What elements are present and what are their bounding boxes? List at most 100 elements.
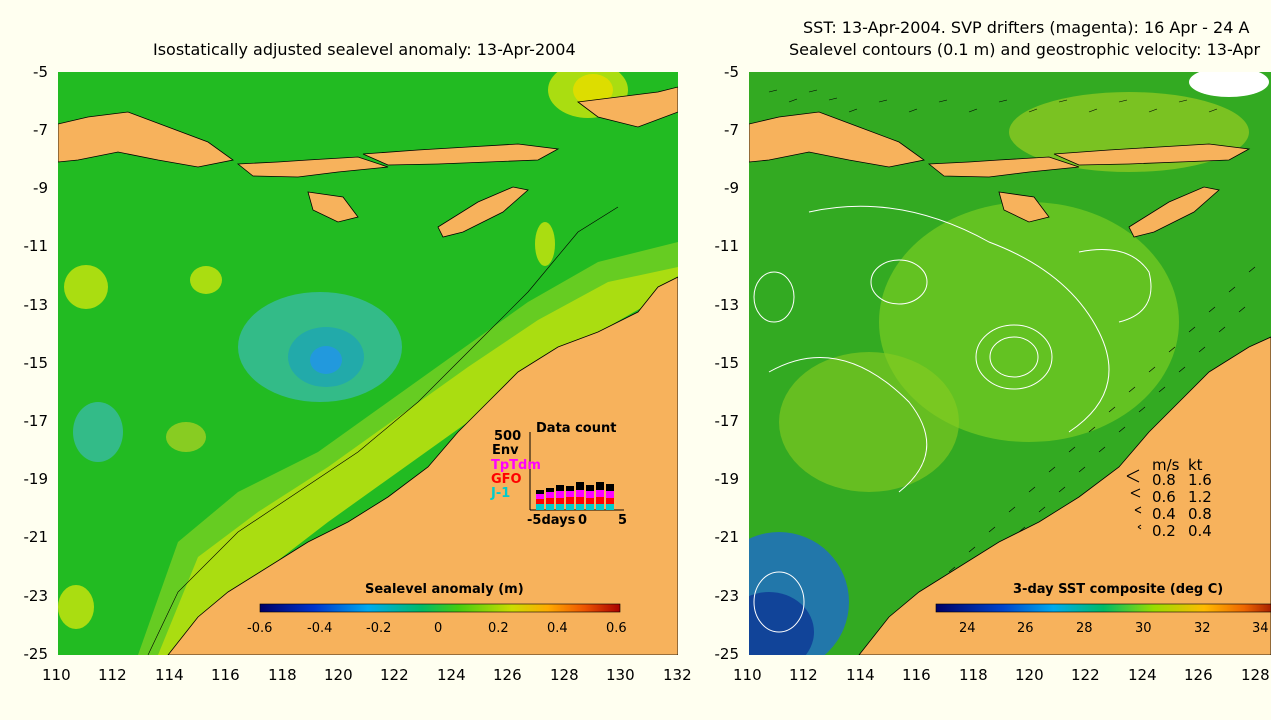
right-xtick-8: 124	[1128, 666, 1157, 684]
speed-legend-kt-1: 1.6	[1188, 471, 1212, 489]
sst-tick-26: 26	[1017, 621, 1034, 636]
left-xtick-8: 124	[437, 666, 466, 684]
sla-tick-6: 0.4	[547, 621, 568, 636]
sla-colorbar-label: Sealevel anomaly (m)	[365, 582, 524, 597]
right-ytick-8: -19	[714, 470, 740, 488]
dc-bar-3-tp	[556, 491, 564, 498]
speed-legend-ms-3: 0.4	[1152, 505, 1176, 523]
dc-bar-2-gfo	[546, 498, 554, 504]
right-xtick-10: 128	[1241, 666, 1270, 684]
dc-bar-5-env	[576, 482, 584, 490]
sla-tick-3: -0.2	[366, 621, 392, 636]
sst-tick-34: 34	[1252, 621, 1269, 636]
data-count-x-left: -5days	[527, 513, 576, 528]
left-ytick-10: -23	[23, 587, 49, 605]
data-count-chart	[529, 432, 624, 511]
bali-lombok-island-sst	[927, 156, 1080, 178]
left-ytick-8: -19	[23, 470, 49, 488]
left-xtick-5: 118	[268, 666, 297, 684]
sealevel-contours	[753, 205, 1152, 633]
sst-tick-30: 30	[1135, 621, 1152, 636]
legend-env: Env	[492, 443, 519, 458]
right-xtick-5: 118	[959, 666, 988, 684]
left-ytick-1: -5	[33, 63, 48, 81]
right-xtick-1: 110	[733, 666, 762, 684]
sla-tick-7: 0.6	[606, 621, 627, 636]
dc-bar-3	[556, 504, 564, 510]
right-map-title-line2: Sealevel contours (0.1 m) and geostrophi…	[789, 40, 1261, 59]
high-anomaly-2	[190, 266, 222, 294]
left-ytick-3: -9	[33, 179, 48, 197]
dc-bar-7	[596, 504, 604, 510]
data-count-title: Data count	[536, 421, 617, 436]
sst-map	[749, 72, 1271, 655]
sst-warm-patch-1	[879, 202, 1179, 442]
bathymetry-contour	[147, 206, 619, 655]
dc-bar-8-tp	[606, 491, 614, 498]
dc-bar-7-tp	[596, 490, 604, 497]
sumba-island	[307, 191, 359, 223]
speed-legend-ms-1: 0.8	[1152, 471, 1176, 489]
dc-bar-1	[536, 504, 544, 510]
dc-bar-6-tp	[586, 491, 594, 498]
cloud-patch	[1189, 72, 1269, 97]
right-ytick-9: -21	[714, 528, 740, 546]
sst-warm-patch-2	[779, 352, 959, 492]
right-ytick-1: -5	[724, 63, 739, 81]
left-xtick-9: 126	[493, 666, 522, 684]
speed-legend-ms-2: 0.6	[1152, 488, 1176, 506]
speed-arrow-06	[1130, 488, 1141, 498]
left-xtick-1: 110	[42, 666, 71, 684]
right-xtick-6: 120	[1015, 666, 1044, 684]
left-map-title: Isostatically adjusted sealevel anomaly:…	[153, 40, 576, 59]
data-count-x-right: 5	[618, 513, 628, 528]
java-island-sst	[749, 111, 925, 168]
right-ytick-10: -23	[714, 587, 740, 605]
left-xtick-2: 112	[98, 666, 127, 684]
dc-bar-6-gfo	[586, 498, 594, 504]
sst-tick-28: 28	[1076, 621, 1093, 636]
right-ytick-6: -15	[714, 354, 740, 372]
low-anomaly-core	[310, 346, 342, 374]
left-xtick-11: 130	[606, 666, 635, 684]
left-xtick-12: 132	[663, 666, 692, 684]
dc-bar-5-tp	[576, 490, 584, 497]
right-map-title-line1: SST: 13-Apr-2004. SVP drifters (magenta)…	[803, 18, 1250, 37]
right-xtick-3: 114	[846, 666, 875, 684]
dc-bar-5	[576, 504, 584, 510]
dc-bar-4-gfo	[566, 497, 574, 504]
dc-bar-1-env	[536, 490, 544, 494]
left-ytick-7: -17	[23, 412, 49, 430]
speed-arrow-02	[1137, 524, 1142, 530]
speed-legend-arrows	[1126, 469, 1142, 530]
left-xtick-6: 120	[324, 666, 353, 684]
flores-island	[362, 143, 560, 166]
dc-bar-3-env	[556, 485, 564, 491]
left-ytick-9: -21	[23, 528, 49, 546]
sumba-island-sst	[998, 191, 1050, 223]
dc-bar-2	[546, 504, 554, 510]
left-xtick-4: 116	[211, 666, 240, 684]
dc-bar-6-env	[586, 485, 594, 491]
speed-arrow-08	[1126, 469, 1140, 483]
bali-lombok-island	[236, 156, 389, 178]
timor-island-sst	[1128, 186, 1220, 238]
left-ytick-6: -15	[23, 354, 49, 372]
sla-tick-5: 0.2	[488, 621, 509, 636]
right-ytick-4: -11	[714, 237, 740, 255]
speed-legend-ms-4: 0.2	[1152, 522, 1176, 540]
legend-gfo: GFO	[491, 472, 522, 487]
timor-island	[437, 186, 529, 238]
dc-bar-8-env	[606, 484, 614, 491]
australia-mainland	[167, 276, 678, 655]
left-ytick-2: -7	[33, 121, 48, 139]
northern-islands	[576, 86, 678, 128]
legend-j1: J-1	[491, 486, 511, 501]
right-ytick-3: -9	[724, 179, 739, 197]
data-count-x-mid: 0	[578, 513, 588, 528]
right-ytick-2: -7	[724, 121, 739, 139]
right-ytick-5: -13	[714, 296, 740, 314]
sla-tick-2: -0.4	[307, 621, 333, 636]
high-anomaly-4	[166, 422, 206, 452]
dc-bar-8-gfo	[606, 498, 614, 504]
